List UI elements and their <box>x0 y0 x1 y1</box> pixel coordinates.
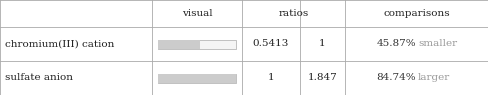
Text: larger: larger <box>417 74 449 82</box>
Text: comparisons: comparisons <box>383 9 449 18</box>
Text: 0.5413: 0.5413 <box>252 40 288 49</box>
Text: 1.847: 1.847 <box>307 74 337 82</box>
Text: 1: 1 <box>267 74 274 82</box>
Text: 84.74%: 84.74% <box>376 74 415 82</box>
Text: 45.87%: 45.87% <box>376 40 415 49</box>
Bar <box>158 40 236 49</box>
Text: visual: visual <box>182 9 212 18</box>
Text: sulfate anion: sulfate anion <box>5 74 73 82</box>
Bar <box>158 74 236 82</box>
Text: 1: 1 <box>319 40 325 49</box>
Text: ratios: ratios <box>278 9 308 18</box>
Bar <box>158 74 236 82</box>
Text: smaller: smaller <box>417 40 456 49</box>
Text: chromium(III) cation: chromium(III) cation <box>5 40 114 49</box>
Bar <box>158 40 200 49</box>
